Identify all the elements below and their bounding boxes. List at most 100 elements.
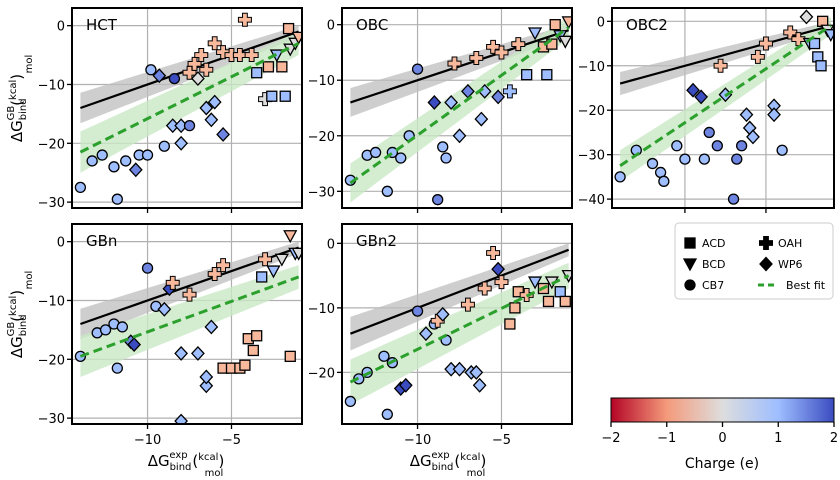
colorbar-label: Charge (e) — [685, 456, 759, 472]
fit-line — [349, 26, 570, 185]
data-point-diamond — [694, 89, 709, 105]
data-point-circle — [411, 63, 424, 75]
data-point-diamond — [199, 369, 214, 385]
panel-obc2: OBC2 0 −10 −20 −30 −40 — [578, 7, 835, 213]
data-point-square — [266, 90, 278, 102]
data-point-circle — [658, 175, 670, 187]
xlabel-unit-num: kcal — [460, 452, 480, 463]
data-point-circle — [646, 157, 659, 170]
data-point-circle — [168, 72, 181, 85]
y-tick-label: −20 — [38, 137, 65, 152]
data-point-plus — [511, 37, 526, 52]
data-point-diamond — [491, 89, 506, 105]
ylabel-sup: GB — [6, 322, 17, 337]
data-point-diamond — [204, 112, 219, 128]
data-point-triangle-down — [274, 253, 289, 267]
data-point-diamond — [157, 301, 172, 317]
data-point-diamond — [204, 319, 219, 335]
data-point-square — [554, 286, 566, 298]
data-point-circle — [111, 193, 123, 205]
data-point-plus — [216, 258, 231, 273]
panel-hct: HCT 0 −10 −20 −30 — [38, 7, 303, 213]
data-point-square — [512, 286, 524, 298]
y-tick-label: −30 — [308, 185, 335, 200]
data-point-diamond — [746, 129, 760, 145]
data-point-circle — [120, 155, 132, 167]
data-point-diamond — [469, 364, 484, 380]
ylabel-unit-num: kcal — [8, 80, 19, 100]
data-point-diamond — [216, 127, 230, 142]
x-tick-label: −5 — [492, 433, 511, 448]
colorbar-tick-label: −1 — [657, 431, 676, 446]
data-point-circle — [381, 185, 393, 197]
panel-gbn: GBn 0 −10 −20 −30 −10 −5 — [38, 223, 303, 448]
data-point-diamond — [398, 377, 413, 393]
data-point-diamond — [452, 361, 467, 377]
panel-frame — [341, 223, 573, 425]
data-point-diamond — [174, 345, 189, 361]
legend-marker-diamond — [759, 256, 773, 272]
data-point-square — [541, 69, 553, 81]
data-point-circle — [369, 146, 382, 159]
data-point-square — [247, 344, 259, 357]
y-tick-label: −10 — [308, 74, 335, 89]
fit-line — [79, 275, 300, 358]
data-point-diamond — [174, 135, 189, 151]
data-point-circle — [735, 140, 748, 152]
ylabel-main: ΔG — [8, 120, 26, 142]
data-point-circle — [145, 64, 157, 76]
data-point-plus — [187, 56, 202, 71]
data-point-diamond — [444, 94, 459, 110]
data-point-circle — [671, 140, 683, 152]
data-point-square — [251, 330, 263, 342]
xlabel-unit-num: kcal — [198, 452, 218, 463]
fit-band — [350, 262, 569, 405]
ylabel-top-row: ΔGbindGB(kcal) mol — [6, 55, 35, 142]
legend-label: CB7 — [702, 279, 724, 292]
data-point-square — [282, 22, 295, 35]
data-point-circle — [703, 126, 715, 139]
panel-obc: OBC 0 −10 −20 −30 — [308, 7, 573, 213]
data-point-diamond — [191, 345, 205, 361]
data-point-diamond — [152, 68, 167, 84]
colorbar-tick-label: 2 — [830, 431, 838, 446]
data-point-diamond — [191, 71, 205, 87]
svg-text:ΔGbindexp (kcal): ΔGbindexp (kcal) — [410, 450, 487, 473]
data-point-circle — [411, 305, 424, 317]
y-tick-label: −30 — [38, 412, 65, 427]
ylabel-main: ΔG — [8, 336, 26, 358]
data-point-diamond — [427, 94, 442, 110]
data-point-plus — [199, 62, 214, 77]
data-point-circle — [731, 153, 743, 165]
data-point-circle — [437, 141, 449, 153]
y-tick-label: 0 — [57, 236, 65, 251]
xlabel-left: ΔGbindexp (kcal) mol — [148, 450, 225, 479]
data-point-circle — [86, 155, 98, 167]
panel-title: GBn — [86, 232, 117, 250]
y-tick-label: −30 — [38, 196, 65, 211]
y-tick-label: 0 — [57, 20, 65, 35]
y-tick-label: −10 — [578, 60, 605, 75]
colorbar-tick-label: −2 — [601, 431, 620, 446]
panel-frame — [71, 223, 303, 425]
colorbar: Charge (e) −2 −1 0 1 2 — [601, 397, 838, 472]
y-tick-label: −10 — [308, 302, 335, 317]
data-point-diamond — [474, 111, 489, 127]
fit-line — [619, 24, 832, 168]
data-point-diamond — [739, 107, 754, 123]
data-point-plus — [750, 49, 765, 64]
y-tick-label: 0 — [327, 237, 335, 252]
data-point-triangle-down — [527, 276, 543, 290]
ylabel-paren: ( — [8, 316, 26, 322]
data-point-circle — [378, 350, 390, 362]
data-point-diamond — [452, 128, 467, 144]
data-point-diamond — [686, 82, 700, 98]
data-point-square — [256, 271, 268, 283]
fit-line — [79, 41, 300, 154]
data-point-circle — [183, 119, 196, 132]
data-point-square — [509, 302, 521, 314]
legend-label: OAH — [778, 237, 802, 250]
data-point-plus — [207, 267, 222, 281]
data-point-circle — [141, 149, 154, 161]
